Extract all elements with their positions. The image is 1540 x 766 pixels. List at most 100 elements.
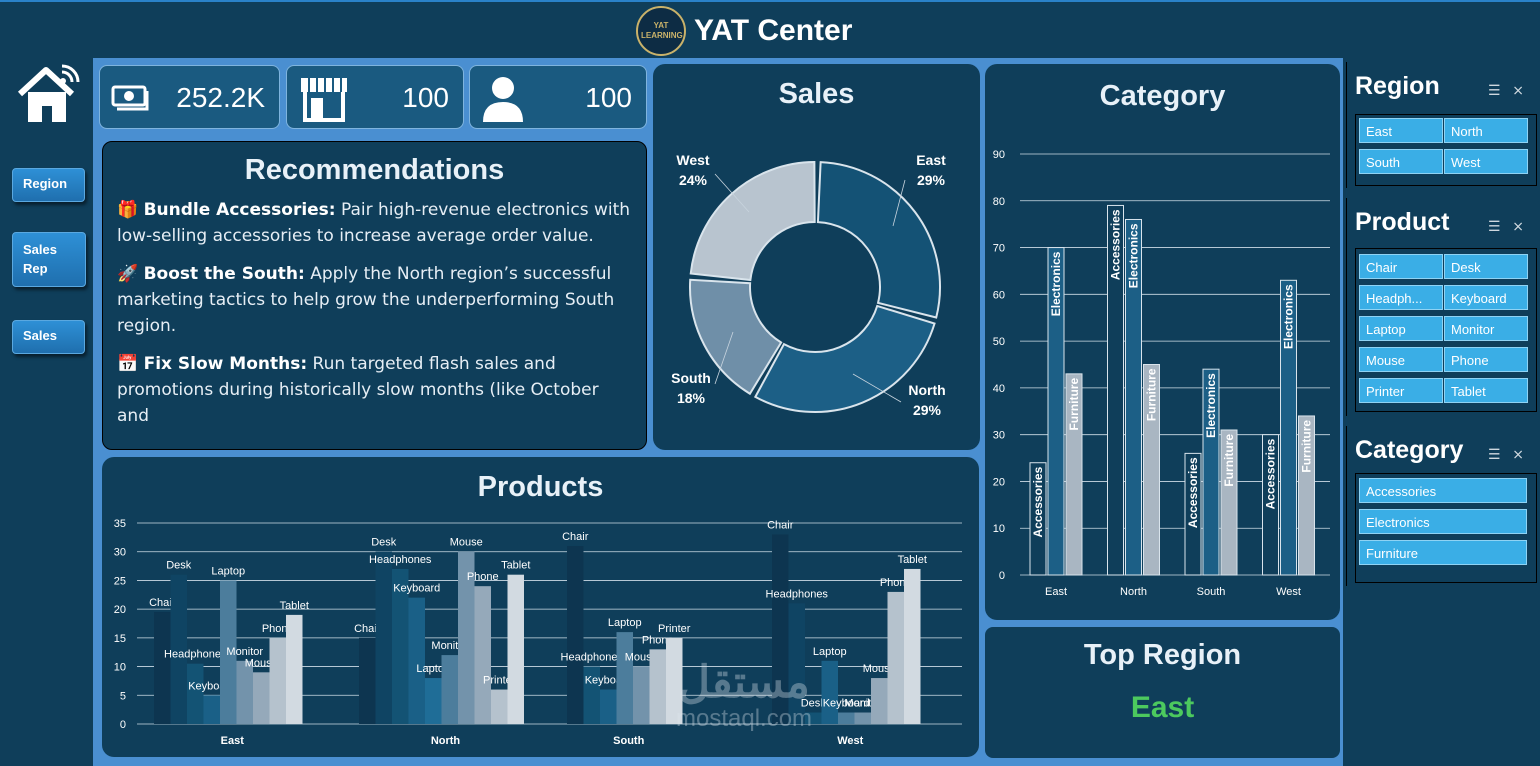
rocket-icon: 🚀 [117, 264, 139, 284]
bar-laptop-south [616, 632, 633, 724]
bar-data-label: Desk [166, 560, 192, 572]
category-slicer-title: Category [1355, 436, 1464, 464]
y-tick-label: 50 [993, 336, 1005, 348]
bar-label-accessories: Accessories [1031, 466, 1045, 537]
bar-monitor-west [854, 712, 871, 724]
recommendation-heading: Boost the South: [143, 264, 305, 284]
slicer-item-east[interactable]: East [1359, 118, 1443, 143]
region-slicer: Region ☰ ⨯ East North South West [1346, 62, 1537, 188]
product-slicer-title: Product [1355, 208, 1450, 236]
bar-data-label: Tablet [501, 560, 530, 572]
multi-select-icon[interactable]: ☰ [1488, 446, 1501, 462]
y-tick-label: 5 [120, 690, 126, 702]
nav-region-button[interactable]: Region [12, 168, 85, 202]
bar-keyboard-south [600, 689, 617, 724]
slicer-item-south[interactable]: South [1359, 149, 1443, 174]
bar-data-label: Tablet [280, 600, 309, 612]
bar-accessories-east [1029, 462, 1047, 576]
bar-data-label: Phone [880, 577, 912, 589]
donut-leader-line [714, 331, 734, 385]
kpi-customers-card: 100 [469, 65, 647, 129]
slicer-item-headphones[interactable]: Headph... [1359, 285, 1443, 310]
bar-data-label: Chair [767, 519, 794, 531]
slicer-item-keyboard[interactable]: Keyboard [1444, 285, 1528, 310]
category-slicer-items: Accessories Electronics Furniture [1355, 473, 1537, 583]
kpi-stores-card: 100 [286, 65, 464, 129]
donut-label-east: East [916, 152, 946, 168]
bar-data-label: Mouse [450, 537, 483, 549]
slicer-item-chair[interactable]: Chair [1359, 254, 1443, 279]
bar-data-label: Chair [354, 623, 381, 635]
donut-label-north: North [908, 382, 945, 398]
slicer-item-tablet[interactable]: Tablet [1444, 378, 1528, 403]
nav-sales-button[interactable]: Sales [12, 320, 85, 354]
y-tick-label: 10 [993, 523, 1005, 535]
recommendations-panel: Recommendations 🎁 Bundle Accessories: Pa… [102, 141, 647, 450]
slicer-item-west[interactable]: West [1444, 149, 1528, 174]
slicer-item-phone[interactable]: Phone [1444, 347, 1528, 372]
x-category-label: North [1120, 586, 1147, 598]
slicer-item-north[interactable]: North [1444, 118, 1528, 143]
nav-sales-rep-button[interactable]: Sales Rep [12, 232, 86, 287]
donut-slice-east [816, 161, 941, 319]
recommendation-heading: Bundle Accessories: [143, 200, 336, 220]
gift-icon: 🎁 [117, 200, 139, 220]
multi-select-icon[interactable]: ☰ [1488, 218, 1501, 234]
slicer-item-electronics[interactable]: Electronics [1359, 509, 1527, 534]
category-chart-title: Category [1099, 80, 1226, 112]
bar-furniture-north [1143, 364, 1160, 576]
recommendation-text: Run targeted flash sales and promotions … [117, 354, 599, 426]
bar-monitor-east [236, 660, 253, 724]
y-tick-label: 20 [993, 476, 1005, 488]
y-tick-label: 20 [114, 604, 126, 616]
donut-label-south: South [671, 370, 711, 386]
bar-data-label: Keyboard [823, 698, 870, 710]
bar-data-label: Monitor [226, 646, 263, 658]
bar-label-electronics: Electronics [1204, 373, 1218, 438]
bar-accessories-north [1107, 204, 1124, 576]
home-icon[interactable] [16, 64, 84, 126]
watermark-arabic: مستقل [678, 658, 810, 707]
slicer-item-monitor[interactable]: Monitor [1444, 316, 1528, 341]
money-icon [111, 85, 149, 111]
sales-donut-chart: East 29% North 29% South 18% West 24% [671, 152, 946, 418]
bar-label-furniture: Furniture [1145, 368, 1159, 421]
header-bar: YAT LEARNING YAT Center [0, 0, 1540, 58]
bar-tablet-east [286, 614, 303, 724]
bar-data-label: Headphones [164, 649, 227, 661]
sales-chart-panel: Sales East 29% North 29% South 18% West 24% [653, 64, 980, 450]
slicer-item-laptop[interactable]: Laptop [1359, 316, 1443, 341]
clear-filter-icon[interactable]: ⨯ [1512, 446, 1524, 462]
bar-chair-east [154, 612, 171, 724]
bar-label-furniture: Furniture [1067, 378, 1081, 431]
bar-tablet-west [904, 568, 921, 724]
y-tick-label: 30 [993, 430, 1005, 442]
bar-label-electronics: Electronics [1282, 284, 1296, 349]
bar-mouse-west [871, 678, 888, 724]
bar-data-label: Desk [801, 698, 827, 710]
clear-filter-icon[interactable]: ⨯ [1512, 82, 1524, 98]
top-region-panel: Top Region East [985, 627, 1340, 758]
x-category-label: South [613, 735, 644, 747]
donut-slice-west [689, 160, 816, 282]
bar-phone-east [269, 637, 286, 724]
bar-tablet-north [507, 574, 524, 724]
product-slicer: Product ☰ ⨯ Chair Desk Headph... Keyboar… [1346, 198, 1537, 416]
kpi-revenue-card: 252.2K [99, 65, 280, 129]
bar-data-label: Headphones [766, 588, 829, 600]
y-tick-label: 40 [993, 383, 1005, 395]
clear-filter-icon[interactable]: ⨯ [1512, 218, 1524, 234]
bar-headphones-west [788, 603, 805, 724]
slicer-item-accessories[interactable]: Accessories [1359, 478, 1527, 503]
slicer-item-mouse[interactable]: Mouse [1359, 347, 1443, 372]
slicer-item-printer[interactable]: Printer [1359, 378, 1443, 403]
bar-data-label: Printer [658, 623, 691, 635]
bar-data-label: Laptop [608, 617, 642, 629]
bar-data-label: Desk [371, 537, 397, 549]
multi-select-icon[interactable]: ☰ [1488, 82, 1501, 98]
bar-data-label: Tablet [898, 554, 927, 566]
logo-text: YAT LEARNING [641, 21, 683, 40]
bar-furniture-west [1298, 415, 1315, 576]
slicer-item-furniture[interactable]: Furniture [1359, 540, 1527, 565]
slicer-item-desk[interactable]: Desk [1444, 254, 1528, 279]
